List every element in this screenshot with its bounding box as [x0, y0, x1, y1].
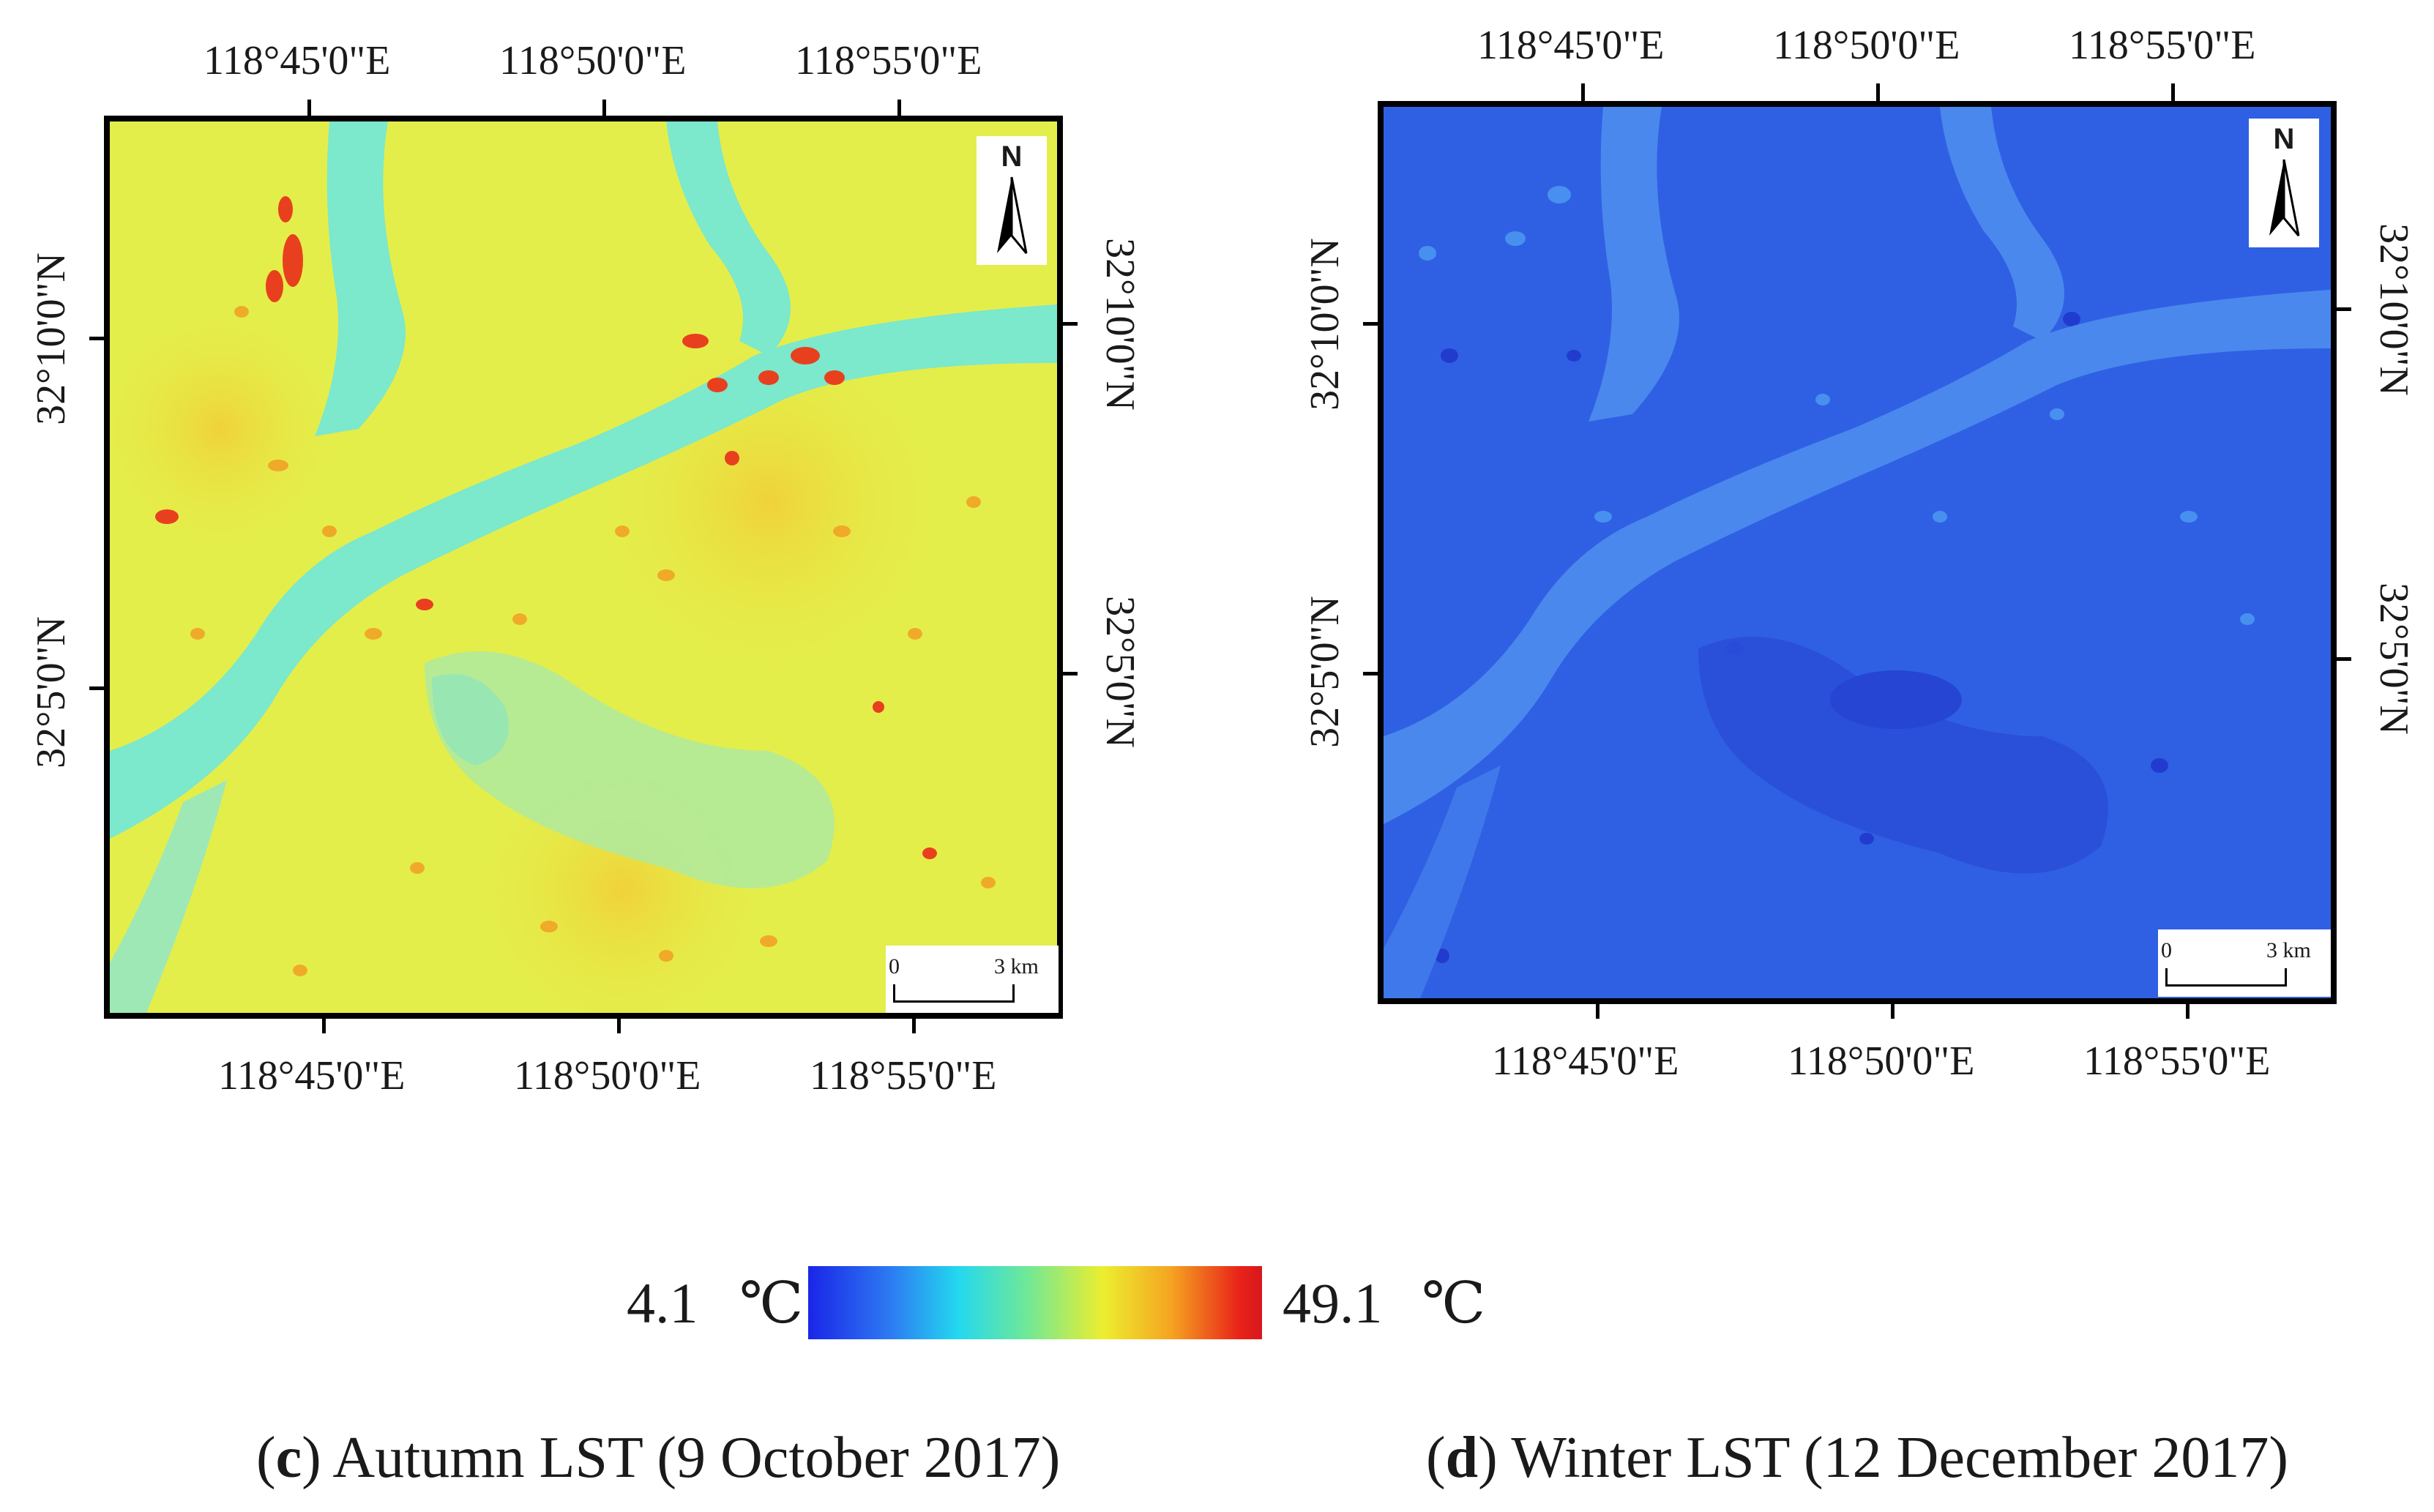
panel-c-north-arrow: N	[977, 136, 1047, 265]
panel-d-lst-raster	[1384, 107, 2331, 998]
panel-c-bottom-lon-2: 118°50'0"E	[514, 1053, 701, 1099]
caption-d-text: Winter LST (12 December 2017)	[1511, 1426, 2288, 1490]
panel-d-north-arrow: N	[2249, 119, 2319, 247]
tick	[1363, 672, 1382, 675]
panel-d-right-lat-1: 32°10'0"N	[2371, 223, 2416, 396]
panel-c-scale-line	[893, 984, 1015, 1003]
tick	[2332, 657, 2351, 661]
tick	[1891, 1000, 1894, 1019]
panel-c-right-lat-1: 32°10'0"N	[1097, 238, 1143, 411]
tick	[897, 100, 901, 119]
legend-min-value: 4.1	[627, 1271, 698, 1335]
panel-d-scale-end: 3 km	[2266, 938, 2311, 962]
panel-c-north-label: N	[1001, 141, 1023, 173]
panel-d-bottom-lon-1: 118°45'0"E	[1492, 1038, 1679, 1084]
panel-c-scale-start: 0	[889, 954, 900, 978]
tick	[1059, 322, 1078, 326]
tick	[1596, 1000, 1599, 1019]
north-arrow-icon	[997, 176, 1028, 254]
panel-d-map	[1378, 101, 2337, 1004]
tick	[912, 1014, 916, 1033]
panel-d-bottom-lon-2: 118°50'0"E	[1788, 1038, 1975, 1084]
north-arrow-icon	[2269, 159, 2300, 236]
legend-min-unit: ℃	[739, 1271, 804, 1335]
panel-c-top-lon-2: 118°50'0"E	[499, 38, 687, 83]
tick	[1581, 83, 1585, 104]
panel-d-north-label: N	[2273, 123, 2295, 155]
panel-d-top-lon-2: 118°50'0"E	[1773, 23, 1960, 68]
caption-d-letter: d	[1445, 1426, 1479, 1490]
tick	[617, 1014, 621, 1033]
caption-c-letter: c	[275, 1426, 302, 1490]
panel-d-left-lat-2: 32°5'0"N	[1302, 596, 1348, 748]
panel-d-top-lon-3: 118°55'0"E	[2069, 23, 2256, 68]
panel-c-top-lon-3: 118°55'0"E	[795, 38, 982, 83]
tick	[2332, 307, 2351, 311]
legend-color-ramp	[808, 1266, 1262, 1339]
legend-max-value: 49.1	[1283, 1271, 1383, 1335]
panel-d-scale-bar: 0 3 km	[2158, 929, 2331, 997]
panel-d-scale-line	[2165, 968, 2287, 987]
tick	[307, 100, 311, 119]
tick	[89, 337, 108, 340]
caption-c: (c) Autumn LST (9 October 2017)	[256, 1426, 1061, 1490]
panel-c-top-lon-1: 118°45'0"E	[204, 38, 391, 83]
panel-d-bottom-lon-3: 118°55'0"E	[2083, 1038, 2271, 1084]
panel-c-right-lat-2: 32°5'0"N	[1097, 596, 1143, 748]
tick	[602, 100, 606, 119]
panel-d-scale-start: 0	[2161, 938, 2172, 962]
tick	[1363, 322, 1382, 326]
panel-c-bottom-lon-1: 118°45'0"E	[218, 1053, 406, 1099]
panel-c-map	[104, 116, 1063, 1019]
panel-c-scale-end: 3 km	[994, 954, 1039, 978]
legend-max-unit: ℃	[1422, 1271, 1486, 1335]
panel-c-left-lat-2: 32°5'0"N	[29, 616, 74, 768]
tick	[2186, 1000, 2190, 1019]
caption-c-text: Autumn LST (9 October 2017)	[332, 1426, 1061, 1490]
panel-c-scale-bar: 0 3 km	[886, 946, 1059, 1013]
panel-d-top-lon-1: 118°45'0"E	[1477, 23, 1665, 68]
tick	[1059, 672, 1078, 675]
tick	[89, 686, 108, 690]
caption-d: (d) Winter LST (12 December 2017)	[1426, 1426, 2288, 1490]
panel-c-lst-raster	[110, 121, 1057, 1013]
tick	[322, 1014, 326, 1033]
panel-d-left-lat-1: 32°10'0"N	[1302, 238, 1348, 411]
panel-c-left-lat-1: 32°10'0"N	[29, 252, 74, 425]
tick	[1876, 83, 1880, 104]
panel-d-right-lat-2: 32°5'0"N	[2371, 583, 2416, 735]
tick	[2171, 83, 2175, 104]
panel-c-bottom-lon-3: 118°55'0"E	[810, 1053, 997, 1099]
